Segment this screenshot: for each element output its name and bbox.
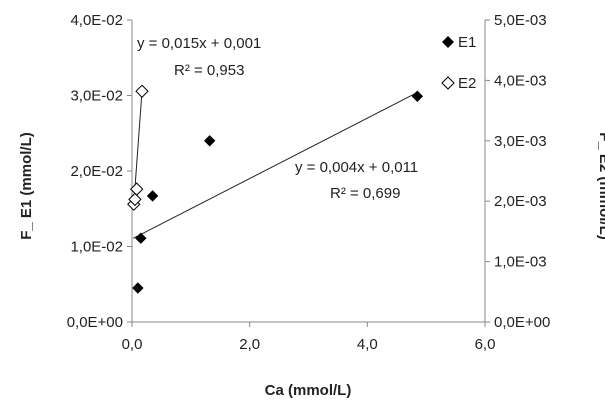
legend-e1-label: E1	[458, 34, 476, 51]
e2-trendline-r2: R² = 0,953	[174, 62, 244, 79]
right-y-tick-label: 0,0E+00	[494, 314, 550, 331]
right-y-axis-ticks: 0,0E+00 1,0E-03 2,0E-03 3,0E-03 4,0E-03 5,0E-…	[485, 12, 550, 331]
e1-data-point	[132, 282, 144, 294]
e1-data-point	[411, 90, 424, 102]
left-y-tick-label: 2,0E-02	[70, 163, 123, 180]
left-y-axis-ticks: 0,0E+00 1,0E-02 2,0E-02 3,0E-02 4,0E-02	[67, 12, 132, 331]
e1-trendline-r2: R² = 0,699	[330, 185, 400, 202]
left-y-axis-title: F_ E1 (mmol/L)	[18, 132, 35, 240]
e1-data-point	[146, 190, 159, 202]
e2-trendline-equation: y = 0,015x + 0,001	[137, 35, 261, 52]
x-tick-label: 2,0	[239, 336, 260, 353]
x-axis-title: Ca (mmol/L)	[265, 382, 352, 399]
e2-data-point	[128, 192, 142, 207]
right-y-axis-title: F_ E2 (mmol/L)	[596, 132, 605, 240]
data-points	[127, 84, 424, 294]
right-y-tick-label: 4,0E-03	[494, 72, 547, 89]
x-tick-label: 0,0	[122, 336, 143, 353]
right-y-tick-label: 1,0E-03	[494, 254, 547, 271]
left-y-tick-label: 4,0E-02	[70, 12, 123, 29]
e2-data-point	[129, 182, 144, 196]
left-y-tick-label: 1,0E-02	[70, 239, 123, 256]
legend-e1-marker	[442, 36, 454, 48]
x-tick-label: 6,0	[475, 336, 496, 353]
x-axis-ticks: 0,0 2,0 4,0 6,0	[122, 322, 496, 353]
left-y-tick-label: 3,0E-02	[70, 88, 123, 105]
e2-data-point	[135, 84, 149, 98]
right-y-tick-label: 5,0E-03	[494, 12, 547, 29]
right-y-tick-label: 2,0E-03	[494, 193, 547, 210]
x-tick-label: 4,0	[357, 336, 378, 353]
right-y-tick-label: 3,0E-03	[494, 133, 547, 150]
e1-trendline-equation: y = 0,004x + 0,011	[295, 159, 418, 176]
e1-trendline	[132, 92, 418, 239]
e1-data-point	[135, 232, 147, 244]
e1-data-point	[203, 135, 216, 147]
left-y-tick-label: 0,0E+00	[67, 314, 123, 331]
legend: E1 E2	[441, 34, 476, 92]
legend-e2-label: E2	[458, 75, 476, 92]
legend-e2-marker	[441, 76, 455, 90]
